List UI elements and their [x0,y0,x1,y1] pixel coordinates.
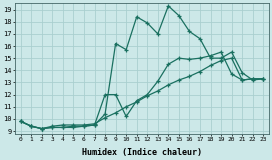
X-axis label: Humidex (Indice chaleur): Humidex (Indice chaleur) [82,148,202,156]
